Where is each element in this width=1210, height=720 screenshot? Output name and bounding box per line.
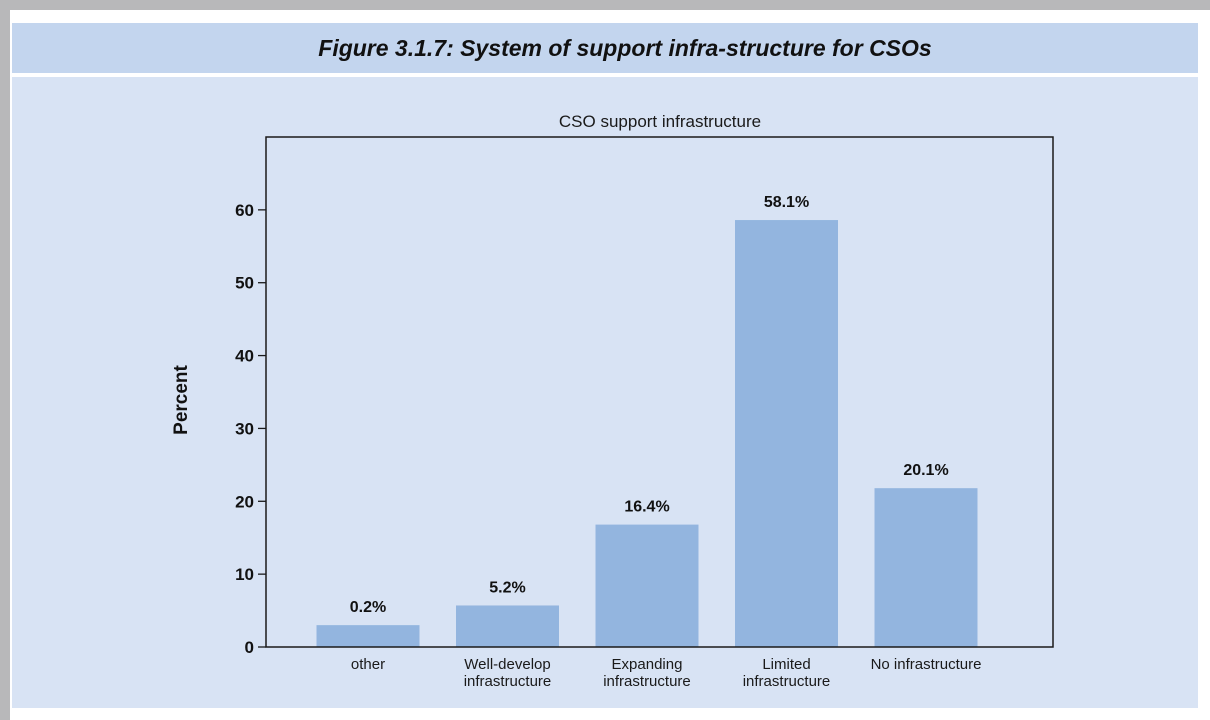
data-label-4: 20.1% [903,462,948,479]
data-label-3: 58.1% [764,194,809,211]
bars-group [316,220,978,648]
x-category-label-1: Well-develop infrastructure [464,656,552,690]
y-axis-ticks: 0 10 20 30 40 50 60 [235,201,266,657]
y-tick-label: 0 [245,638,254,657]
chart-title: CSO support infrastructure [559,112,761,131]
x-category-label-0: other [351,656,385,673]
data-label-2: 16.4% [624,499,669,516]
bar-3 [735,220,838,648]
bar-2 [595,524,699,647]
y-tick-label: 40 [235,347,254,366]
plot-frame [265,136,1054,648]
y-tick-label: 20 [235,492,254,511]
x-category-label-4: No infrastructure [871,656,982,673]
x-category-label-3: Limited infrastructure [743,656,831,690]
y-tick-label: 60 [235,201,254,220]
bar-4 [874,488,978,647]
x-axis-labels: other Well-develop infrastructure Expanding… [351,656,982,690]
data-label-0: 0.2% [350,599,386,616]
data-label-1: 5.2% [489,579,525,596]
bar-0 [316,625,420,647]
x-category-label-2: Expanding infrastructure [603,656,691,690]
y-tick-label: 50 [235,274,254,293]
y-tick-label: 30 [235,419,254,438]
figure-caption-band: Figure 3.1.7: System of support infra-st… [12,23,1198,73]
data-labels-group: 0.2% 5.2% 16.4% 58.1% 20.1% [350,194,949,616]
figure-caption: Figure 3.1.7: System of support infra-st… [318,34,932,61]
bar-1 [456,605,559,647]
y-axis-label: Percent [171,364,192,434]
y-tick-label: 10 [235,565,254,584]
